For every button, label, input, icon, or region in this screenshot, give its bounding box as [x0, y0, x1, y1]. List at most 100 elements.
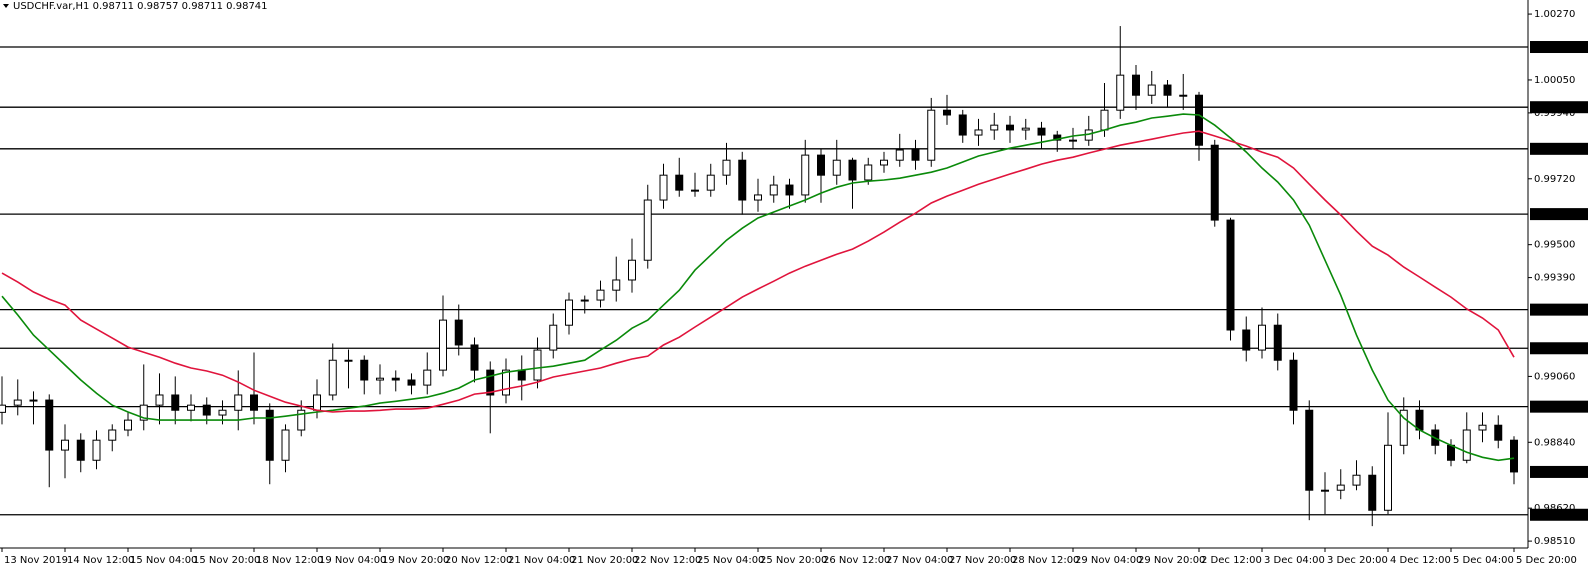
x-tick-label: 18 Nov 12:00 [256, 555, 323, 566]
candle-body [1069, 139, 1077, 142]
candle-body [1510, 439, 1518, 473]
candle-body [250, 394, 258, 411]
candle-body [1478, 424, 1487, 431]
candle-body [911, 149, 920, 161]
candle-body [1462, 429, 1471, 461]
candle-body [139, 404, 148, 421]
x-tick-label: 14 Nov 12:00 [67, 555, 134, 566]
candle-body [832, 159, 841, 176]
candle-body [1368, 474, 1377, 511]
candle-body [517, 369, 526, 381]
level-box [1530, 41, 1588, 54]
candle-body [958, 114, 967, 136]
candle-body [1305, 409, 1314, 491]
candle-body [202, 404, 211, 416]
level-box [1530, 208, 1588, 221]
candle-body [722, 159, 731, 176]
x-tick-label: 27 Nov 20:00 [949, 555, 1016, 566]
candle-body [454, 319, 463, 346]
candle-body [1037, 127, 1046, 136]
candle-body [769, 184, 778, 196]
y-tick-label: 0.99500 [1534, 240, 1575, 251]
candle-body [124, 419, 132, 431]
moving-average [1, 130, 1515, 413]
chart-title: USDCHF.var,H1 0.98711 0.98757 0.98711 0.… [13, 1, 268, 12]
x-tick-label: 5 Dec 04:00 [1453, 555, 1514, 566]
candle-body [92, 439, 101, 461]
candle-body [218, 409, 227, 416]
candle-body [596, 289, 605, 301]
candle-body [1100, 109, 1109, 131]
candle-body [486, 369, 495, 396]
candle-body [1006, 124, 1014, 131]
x-tick-label: 22 Nov 12:00 [634, 555, 701, 566]
candle-body [1494, 424, 1503, 441]
candle-body [990, 124, 999, 131]
candle-body [108, 429, 117, 441]
candle-body [880, 159, 888, 166]
x-tick-label: 27 Nov 04:00 [886, 555, 953, 566]
x-tick-label: 15 Nov 04:00 [130, 555, 197, 566]
level-label: 0.99959 [1534, 103, 1575, 114]
level-box [1530, 101, 1588, 114]
level-label: 1.00160 [1534, 43, 1575, 54]
candle-body [1242, 329, 1251, 351]
candle-body [1447, 444, 1455, 461]
candle-body [1273, 324, 1282, 361]
x-tick-label: 28 Nov 12:00 [1012, 555, 1079, 566]
candle-body [580, 299, 589, 302]
candle-body [706, 174, 715, 191]
candle-body [1179, 94, 1188, 97]
candle-body [29, 399, 38, 402]
candle-body [502, 369, 510, 396]
level-label: 0.98598 [1534, 510, 1575, 521]
y-tick-label: 1.00050 [1534, 75, 1575, 86]
candle-body [848, 159, 857, 181]
candle-body [61, 439, 69, 451]
candle-body [1415, 409, 1424, 431]
candle-body [187, 404, 195, 411]
level-box [1530, 342, 1588, 355]
candle-body [691, 189, 699, 192]
candle-body [45, 399, 54, 451]
candle-body [13, 399, 22, 406]
candle-body [265, 409, 274, 461]
candle-body [1163, 84, 1172, 96]
candle-body [1195, 94, 1203, 146]
candle-body [1053, 134, 1062, 141]
candle-body [0, 404, 6, 413]
candle-body [391, 377, 400, 381]
y-tick-label: 0.98840 [1534, 437, 1575, 448]
candle-body [1352, 474, 1361, 486]
x-tick-label: 19 Nov 04:00 [319, 555, 386, 566]
candle-body [675, 174, 684, 191]
candle-body [1210, 144, 1219, 221]
candle-body [643, 199, 652, 261]
candle-body [1226, 219, 1235, 331]
candle-body [344, 359, 353, 362]
candle-body [1116, 74, 1125, 111]
level-label: 0.99602 [1534, 210, 1575, 221]
candle-body [423, 369, 432, 386]
x-tick-label: 13 Nov 2019 [4, 555, 68, 566]
moving-average [1, 113, 1515, 462]
x-tick-label: 2 Dec 12:00 [1201, 555, 1262, 566]
y-tick-label: 0.99720 [1534, 174, 1575, 185]
candle-body [470, 344, 479, 371]
candle-body [943, 109, 951, 116]
candle-body [281, 429, 290, 461]
candle-body [974, 129, 983, 136]
candle-body [864, 164, 873, 181]
level-label: 0.99283 [1534, 305, 1575, 316]
level-label: 0.99154 [1534, 344, 1575, 355]
level-box [1530, 142, 1588, 155]
x-tick-label: 25 Nov 04:00 [697, 555, 764, 566]
candle-body [171, 394, 180, 411]
last-price-box [1530, 465, 1588, 478]
candle-body [1399, 409, 1408, 446]
y-tick-label: 0.98510 [1534, 536, 1575, 547]
title-arrow [3, 4, 9, 8]
level-box [1530, 508, 1588, 521]
